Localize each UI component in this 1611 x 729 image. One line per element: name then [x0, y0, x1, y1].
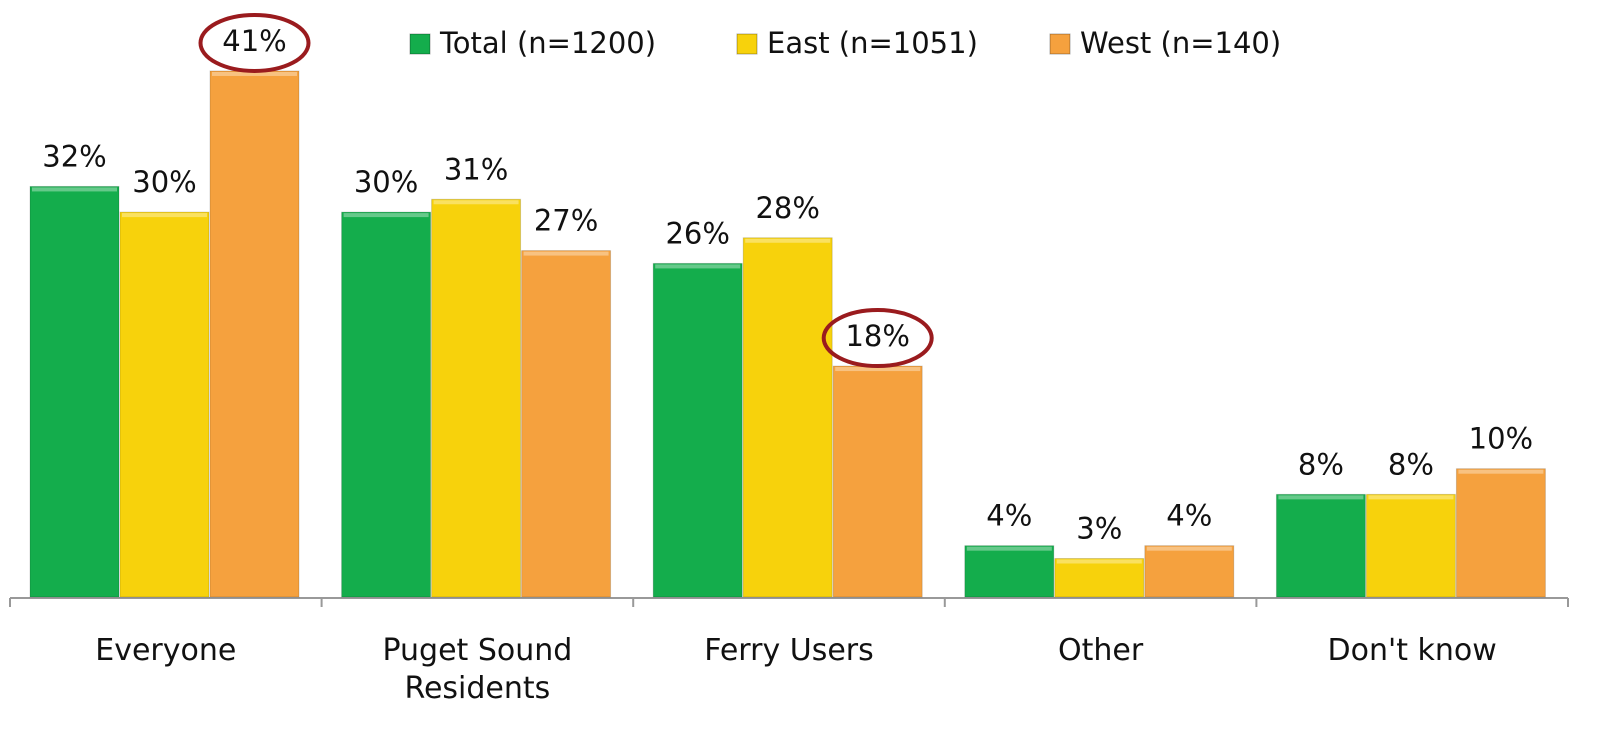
- value-label: 4%: [986, 499, 1032, 533]
- value-label: 30%: [354, 165, 418, 199]
- value-label: 31%: [444, 152, 508, 186]
- value-label: 41%: [222, 24, 286, 58]
- bar-highlight: [966, 546, 1052, 551]
- bar-highlight: [1056, 559, 1142, 564]
- highlight-circle: [198, 12, 311, 73]
- bar: [119, 211, 210, 598]
- bar-highlight: [1146, 546, 1232, 551]
- bar: [652, 262, 743, 598]
- bar-highlight: [32, 187, 117, 192]
- legend-label: West (n=140): [1080, 26, 1281, 60]
- bar: [1144, 545, 1235, 598]
- x-tick-label: Puget Sound Residents: [382, 633, 573, 706]
- bar-highlight: [343, 213, 429, 218]
- bar-highlight: [835, 367, 921, 372]
- value-label: 10%: [1469, 422, 1533, 456]
- bar: [1054, 558, 1145, 598]
- value-label: 4%: [1166, 499, 1212, 533]
- bar-highlight: [212, 71, 297, 76]
- bar-highlight: [1458, 469, 1544, 474]
- bar-highlight: [523, 251, 609, 256]
- value-label: 8%: [1298, 447, 1344, 481]
- bar: [1275, 493, 1366, 598]
- bar: [521, 250, 612, 598]
- bar-highlight: [745, 238, 831, 243]
- value-label: 28%: [755, 191, 819, 225]
- bar-highlight: [1368, 495, 1454, 500]
- bar-highlight: [1278, 495, 1364, 500]
- bar: [964, 545, 1055, 598]
- legend-swatch: [736, 33, 758, 55]
- value-label: 18%: [845, 319, 909, 353]
- legend-label: East (n=1051): [767, 26, 978, 60]
- value-label: 8%: [1388, 447, 1434, 481]
- bar: [1455, 468, 1546, 598]
- x-tick-label: Other: [1058, 633, 1144, 668]
- value-label: 3%: [1076, 512, 1122, 546]
- x-tick-label: Ferry Users: [704, 633, 874, 668]
- bar-highlight: [433, 200, 519, 205]
- legend-swatch: [1049, 33, 1071, 55]
- value-label: 27%: [534, 204, 598, 238]
- bar: [341, 211, 432, 598]
- bar-highlight: [122, 213, 207, 218]
- bar: [431, 198, 522, 598]
- highlight-circle: [821, 308, 934, 369]
- bar-highlight: [655, 264, 741, 269]
- bar: [742, 237, 833, 598]
- x-tick-label: Don't know: [1327, 633, 1497, 668]
- bar: [1365, 493, 1456, 598]
- bar: [209, 70, 300, 598]
- value-label: 32%: [42, 139, 106, 173]
- bar: [832, 365, 923, 598]
- value-label: 30%: [132, 165, 196, 199]
- bar: [29, 185, 120, 598]
- legend-label: Total (n=1200): [439, 26, 656, 60]
- value-label: 26%: [665, 216, 729, 250]
- x-tick-label: Everyone: [95, 633, 237, 668]
- legend-swatch: [409, 33, 431, 55]
